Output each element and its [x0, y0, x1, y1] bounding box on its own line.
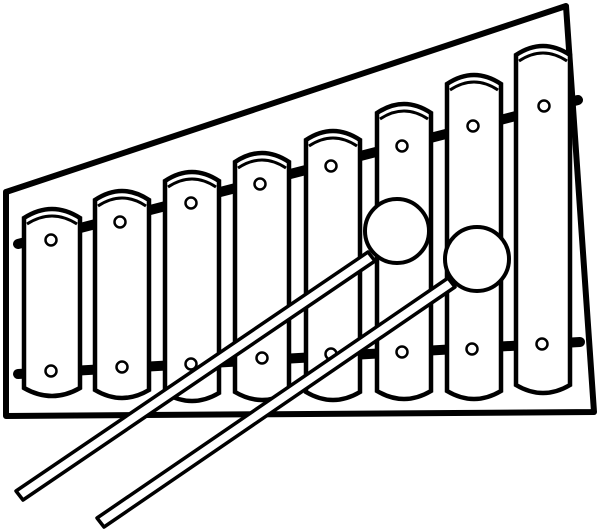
bar-peg-top	[113, 215, 127, 229]
xylophone-bar-1	[21, 206, 83, 399]
bar-peg-top	[253, 177, 267, 191]
bar-peg-top	[466, 119, 480, 133]
bar-peg-bottom	[115, 360, 129, 374]
mallet-left-stick	[14, 250, 377, 502]
bar-peg-bottom	[44, 364, 58, 378]
bar-peg-top	[537, 99, 551, 113]
bar-peg-bottom	[255, 351, 269, 365]
mallet-right-stick	[95, 276, 457, 529]
bar-peg-top	[184, 196, 198, 210]
bar-peg-bottom	[465, 342, 479, 356]
bar-peg-top	[395, 139, 409, 153]
xylophone-bar-8	[513, 43, 573, 396]
bar-peg-top	[324, 159, 338, 173]
mallet-left	[14, 197, 431, 502]
xylophone-bar-2	[92, 188, 152, 401]
mallet-left-head	[363, 197, 431, 265]
bar-peg-bottom	[535, 337, 549, 351]
bar-peg-bottom	[395, 345, 409, 359]
xylophone-bar-5	[303, 128, 363, 403]
bar-peg-bottom	[184, 357, 198, 371]
xylophone-bar-3	[162, 169, 222, 404]
mallet-right-head	[443, 225, 511, 293]
bar-peg-top	[44, 233, 58, 247]
xylophone-bars	[21, 43, 573, 404]
xylophone-bar-4	[232, 150, 292, 403]
mallet-right	[95, 225, 511, 529]
